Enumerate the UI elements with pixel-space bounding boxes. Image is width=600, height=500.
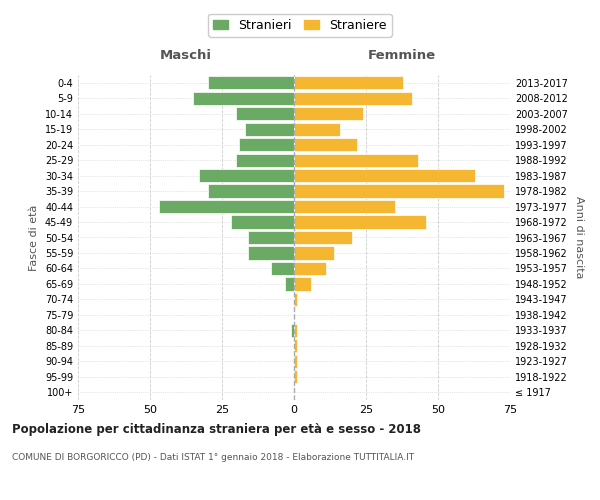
Bar — [193, 92, 294, 105]
Legend: Stranieri, Straniere: Stranieri, Straniere — [208, 14, 392, 37]
Bar — [294, 278, 311, 290]
Bar — [248, 246, 294, 260]
Bar — [294, 122, 340, 136]
Bar — [294, 246, 334, 260]
Bar — [294, 216, 427, 228]
Text: Maschi: Maschi — [160, 49, 212, 62]
Bar — [245, 122, 294, 136]
Bar — [294, 138, 358, 151]
Bar — [294, 324, 297, 337]
Bar — [294, 262, 326, 275]
Bar — [294, 231, 352, 244]
Bar — [158, 200, 294, 213]
Y-axis label: Fasce di età: Fasce di età — [29, 204, 39, 270]
Bar — [294, 200, 395, 213]
Bar — [248, 231, 294, 244]
Bar — [294, 169, 475, 182]
Bar — [294, 92, 412, 105]
Text: Popolazione per cittadinanza straniera per età e sesso - 2018: Popolazione per cittadinanza straniera p… — [12, 422, 421, 436]
Text: COMUNE DI BORGORICCO (PD) - Dati ISTAT 1° gennaio 2018 - Elaborazione TUTTITALIA: COMUNE DI BORGORICCO (PD) - Dati ISTAT 1… — [12, 452, 414, 462]
Text: Femmine: Femmine — [368, 49, 436, 62]
Bar — [239, 138, 294, 151]
Bar — [236, 154, 294, 166]
Bar — [208, 184, 294, 198]
Bar — [294, 340, 297, 352]
Bar — [294, 154, 418, 166]
Bar — [291, 324, 294, 337]
Bar — [294, 354, 297, 368]
Bar — [208, 76, 294, 90]
Bar — [294, 107, 363, 120]
Bar — [294, 370, 297, 384]
Bar — [294, 293, 297, 306]
Bar — [286, 278, 294, 290]
Bar — [230, 216, 294, 228]
Bar — [294, 76, 403, 90]
Bar — [199, 169, 294, 182]
Bar — [236, 107, 294, 120]
Bar — [294, 184, 504, 198]
Y-axis label: Anni di nascita: Anni di nascita — [574, 196, 584, 279]
Bar — [271, 262, 294, 275]
